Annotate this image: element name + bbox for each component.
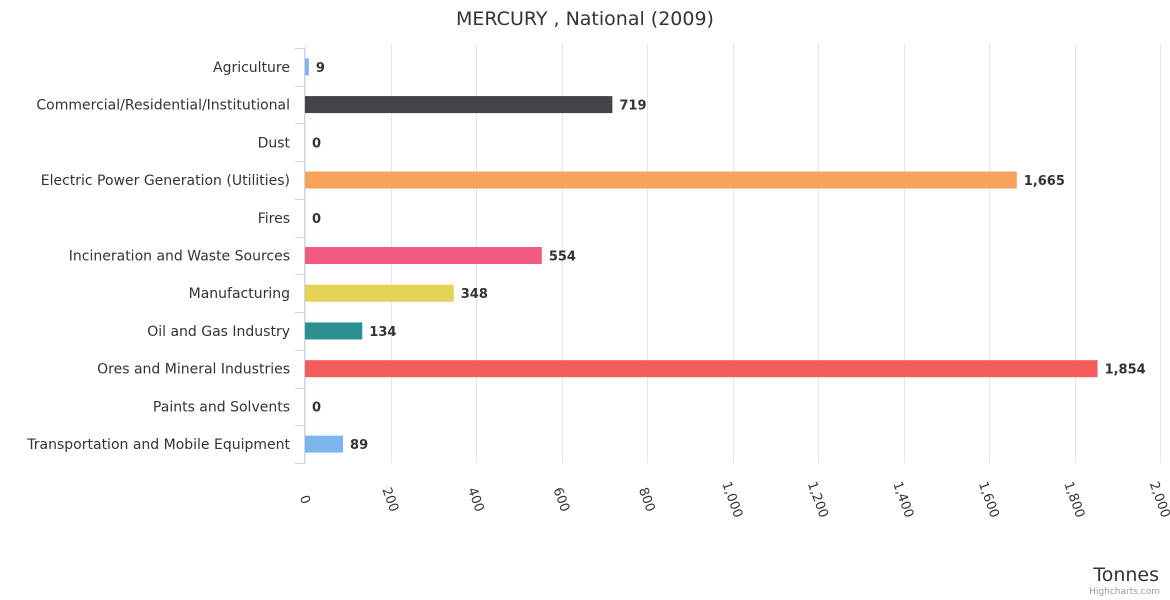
data-label: 134	[369, 325, 396, 340]
category-label: Dust	[258, 135, 291, 151]
data-label: 1,854	[1105, 363, 1146, 378]
category-label: Commercial/Residential/Institutional	[36, 98, 290, 114]
category-label: Incineration and Waste Sources	[69, 249, 290, 265]
x-axis-title: Tonnes	[1092, 564, 1159, 586]
bar[interactable]	[305, 96, 613, 114]
data-label: 554	[549, 250, 576, 265]
bar[interactable]	[305, 284, 454, 302]
data-label: 0	[312, 136, 321, 151]
data-label: 9	[316, 61, 325, 76]
x-tick-label: 1,200	[804, 480, 831, 520]
x-tick-label: 1,400	[889, 480, 916, 520]
category-labels: Agriculture Commercial/Residential/Instit…	[26, 60, 290, 453]
bar[interactable]	[305, 58, 309, 76]
category-label: Oil and Gas Industry	[147, 324, 290, 340]
category-label: Ores and Mineral Industries	[97, 362, 290, 378]
x-tick-label: 400	[464, 486, 487, 514]
data-label: 0	[312, 212, 321, 227]
bars: 9 719 0 1,665 0 554 348 134 1,854 0 89	[305, 58, 1146, 453]
bar[interactable]	[305, 247, 542, 264]
data-label: 89	[350, 438, 368, 453]
x-tick-label: 2,000	[1146, 480, 1170, 520]
bar[interactable]	[305, 435, 344, 453]
x-tick-label: 800	[635, 486, 658, 514]
x-tick-labels: 0 200 400 600 800 1,000 1,200 1,400 1,600 1,800 2,…	[296, 480, 1170, 520]
x-tick-label: 1,000	[718, 480, 745, 520]
x-tick-label: 200	[378, 486, 401, 514]
x-tick-label: 600	[549, 486, 572, 514]
category-label: Paints and Solvents	[153, 399, 290, 415]
category-label: Agriculture	[213, 60, 290, 76]
data-label: 719	[619, 99, 646, 114]
category-label: Electric Power Generation (Utilities)	[41, 173, 290, 189]
x-tick-label: 0	[296, 493, 313, 506]
data-label: 0	[312, 400, 321, 415]
credits-link[interactable]: Highcharts.com	[1089, 587, 1160, 597]
category-label: Manufacturing	[189, 286, 290, 302]
category-label: Transportation and Mobile Equipment	[26, 437, 290, 453]
chart-title: MERCURY , National (2009)	[456, 8, 714, 30]
category-label: Fires	[258, 211, 290, 227]
data-label: 1,665	[1024, 174, 1065, 189]
x-tick-label: 1,600	[975, 480, 1002, 520]
bar[interactable]	[305, 360, 1098, 378]
x-tick-label: 1,800	[1060, 480, 1087, 520]
data-label: 348	[461, 287, 488, 302]
bar[interactable]	[305, 322, 363, 340]
grid	[295, 44, 1161, 464]
bar[interactable]	[305, 171, 1017, 189]
